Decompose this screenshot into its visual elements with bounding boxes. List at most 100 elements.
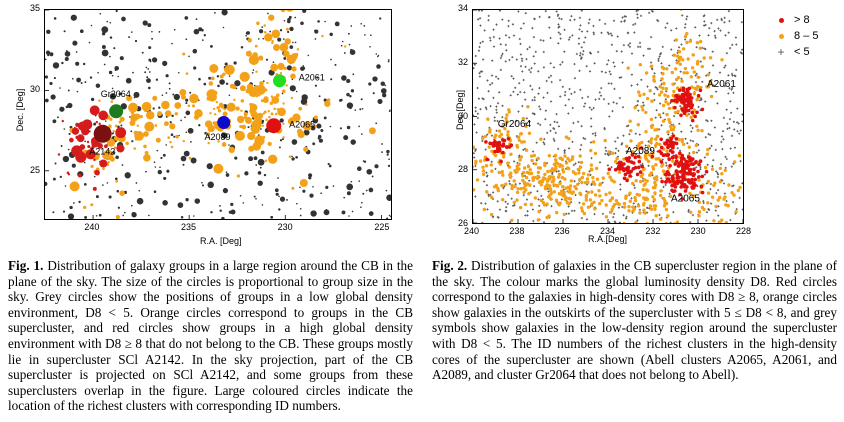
fig1-orange-point <box>189 93 199 104</box>
fig1-grey-point <box>145 170 147 173</box>
fig2-high-density-point <box>700 107 705 112</box>
fig2-low-density-point <box>685 18 688 21</box>
fig2-low-density-point <box>608 70 611 73</box>
fig2-high-density-point <box>668 163 672 168</box>
fig2-low-density-point <box>735 43 738 46</box>
fig2-low-density-point <box>498 91 501 94</box>
fig2-low-density-point <box>522 22 525 25</box>
fig1-grey-point <box>185 131 188 134</box>
fig2-low-density-point <box>691 140 695 143</box>
fig2-low-density-point <box>544 118 547 121</box>
fig2-high-density-point <box>678 170 683 174</box>
fig2-high-density-point <box>672 180 677 185</box>
fig2-low-density-point <box>618 96 621 100</box>
fig2-mid-density-point <box>549 191 553 196</box>
fig1-grey-point <box>190 141 192 143</box>
fig2-low-density-point <box>477 18 480 21</box>
fig2-high-density-point <box>619 160 623 165</box>
fig2-low-density-point <box>476 116 479 120</box>
fig2-mid-density-point <box>637 90 641 94</box>
fig1-orange-point <box>245 50 252 57</box>
fig2-low-density-point <box>482 98 485 101</box>
fig2-mid-density-point <box>617 170 622 174</box>
fig2-low-density-point <box>581 53 584 56</box>
fig2-low-density-point <box>532 55 535 58</box>
fig2-high-density-point <box>671 134 676 138</box>
fig1-grey-point <box>287 30 290 34</box>
fig1-grey-point <box>385 189 388 192</box>
fig2-low-density-point <box>610 34 613 37</box>
fig1-ytick-label: 35 <box>30 3 41 13</box>
fig1-grey-point <box>148 46 152 50</box>
fig2-mid-density-point <box>697 210 702 214</box>
fig1-grey-point <box>349 95 352 98</box>
fig2-mid-density-point <box>569 190 573 194</box>
fig1-orange-point <box>266 81 269 85</box>
fig2-low-density-point <box>573 209 576 212</box>
fig1-grey-point <box>217 84 220 88</box>
fig2-low-density-point <box>633 31 636 34</box>
fig2-low-density-point <box>486 208 489 211</box>
fig2-mid-density-point <box>700 64 704 69</box>
fig2-low-density-point <box>580 143 583 147</box>
fig2-low-density-point <box>517 10 520 13</box>
fig1-grey-point <box>286 19 291 24</box>
fig2-mid-density-point <box>631 209 635 213</box>
fig2-low-density-point <box>567 205 570 208</box>
fig2-mid-density-point <box>710 167 715 171</box>
fig2-mid-density-point <box>702 56 706 60</box>
fig1-grey-point <box>323 209 330 216</box>
fig2-mid-density-point <box>687 145 691 149</box>
fig1-grey-point <box>151 37 154 40</box>
fig2-mid-density-point <box>530 154 534 158</box>
fig2-ytick-label: 26 <box>458 218 469 228</box>
fig2-cluster-label: Gr2064 <box>498 119 532 130</box>
fig2-low-density-point <box>533 62 536 65</box>
fig2-mid-density-point <box>663 202 667 206</box>
fig2-mid-density-point <box>558 163 562 167</box>
fig1-orange-point <box>282 89 286 93</box>
fig2-mid-density-point <box>644 110 648 115</box>
fig2-low-density-point <box>485 107 488 111</box>
fig1-grey-point <box>188 55 190 58</box>
fig2-low-density-point <box>649 148 652 151</box>
fig1-orange-point <box>296 128 303 135</box>
fig2-low-density-point <box>732 184 735 187</box>
fig1-grey-point <box>265 58 269 61</box>
fig1-grey-point <box>225 82 229 86</box>
fig2-mid-density-point <box>706 191 711 195</box>
fig2-high-density-point <box>681 94 686 99</box>
fig2-low-density-point <box>593 213 596 216</box>
fig2-low-density-point <box>704 100 707 103</box>
fig1-grey-point <box>279 196 286 202</box>
fig1-orange-point <box>207 124 215 133</box>
fig2-low-density-point <box>473 63 476 66</box>
fig2-low-density-point <box>491 59 494 62</box>
fig2-mid-density-point <box>716 198 720 202</box>
fig1-orange-point <box>221 142 227 147</box>
fig1-grey-point <box>349 49 356 55</box>
fig2-mid-density-point <box>548 175 553 179</box>
fig1-grey-point <box>275 192 279 196</box>
fig2-mid-density-point <box>709 94 714 99</box>
fig2-low-density-point <box>579 54 582 57</box>
fig2-low-density-point <box>509 94 512 97</box>
fig1-grey-point <box>295 90 298 93</box>
fig2-mid-density-point <box>638 211 642 215</box>
fig2-mid-density-point <box>642 208 646 212</box>
fig2-mid-density-point <box>706 179 710 184</box>
fig1-grey-point <box>314 29 316 32</box>
fig2-mid-density-point <box>528 168 532 172</box>
fig2-low-density-point <box>480 202 483 205</box>
fig2-low-density-point <box>721 148 724 151</box>
fig1-grey-point <box>346 191 351 196</box>
fig2-mid-density-point <box>647 153 652 157</box>
fig2-mid-density-point <box>586 190 590 195</box>
fig2-mid-density-point <box>608 199 612 203</box>
fig1-grey-point <box>230 202 234 207</box>
fig2-low-density-point <box>510 75 513 78</box>
fig2-low-density-point <box>563 94 567 97</box>
fig1-grey-point <box>224 62 228 66</box>
fig2-low-density-point <box>725 200 728 203</box>
fig2-low-density-point <box>535 141 538 144</box>
